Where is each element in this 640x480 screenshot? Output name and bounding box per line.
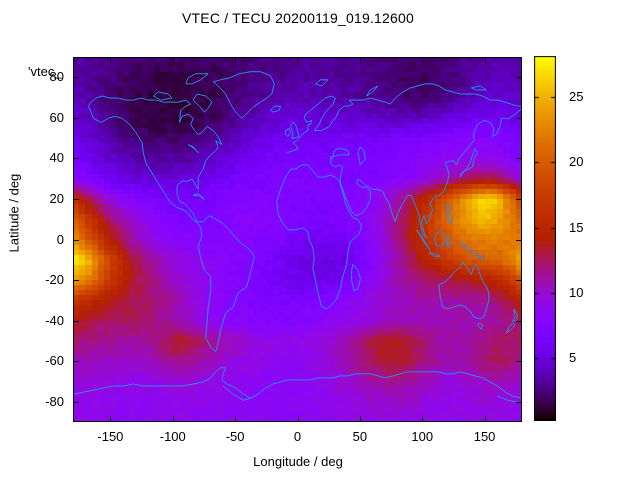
- colorbar-tick-label: 20: [569, 154, 584, 170]
- x-tick-label: 50: [352, 429, 368, 444]
- vtec-heatmap-canvas: [73, 57, 522, 422]
- y-tick-label: -20: [45, 272, 64, 288]
- colorbar-tick-label: 5: [569, 350, 577, 366]
- y-tick-label: 60: [49, 109, 64, 125]
- colorbar-tick-label: 10: [569, 284, 584, 300]
- y-tick-label: 80: [49, 69, 64, 85]
- x-tick-label: -50: [225, 429, 245, 444]
- x-tick-label: -150: [97, 429, 124, 444]
- plot-area: [73, 57, 522, 422]
- y-axis-label: Latitude / deg: [6, 173, 22, 253]
- colorbar-gradient: [534, 56, 556, 421]
- colorbar-tick-label: 15: [569, 219, 584, 235]
- y-tick-label: -80: [45, 393, 64, 409]
- x-tick-label: 0: [293, 429, 302, 444]
- y-tick-label: -40: [45, 312, 64, 328]
- x-tick-label: 150: [473, 429, 496, 444]
- y-tick-label: -60: [45, 353, 64, 369]
- key-series-label: 'vtec_: [28, 64, 62, 79]
- plot-title: VTEC / TECU 20200119_019.12600: [182, 10, 414, 26]
- x-tick-label: -100: [159, 429, 186, 444]
- y-tick-label: 20: [49, 190, 64, 206]
- x-tick-label: 100: [411, 429, 434, 444]
- y-tick-label: 0: [56, 231, 64, 247]
- x-axis-label: Longitude / deg: [253, 454, 343, 469]
- colorbar-tick-label: 25: [569, 88, 584, 104]
- y-tick-label: 40: [49, 150, 64, 166]
